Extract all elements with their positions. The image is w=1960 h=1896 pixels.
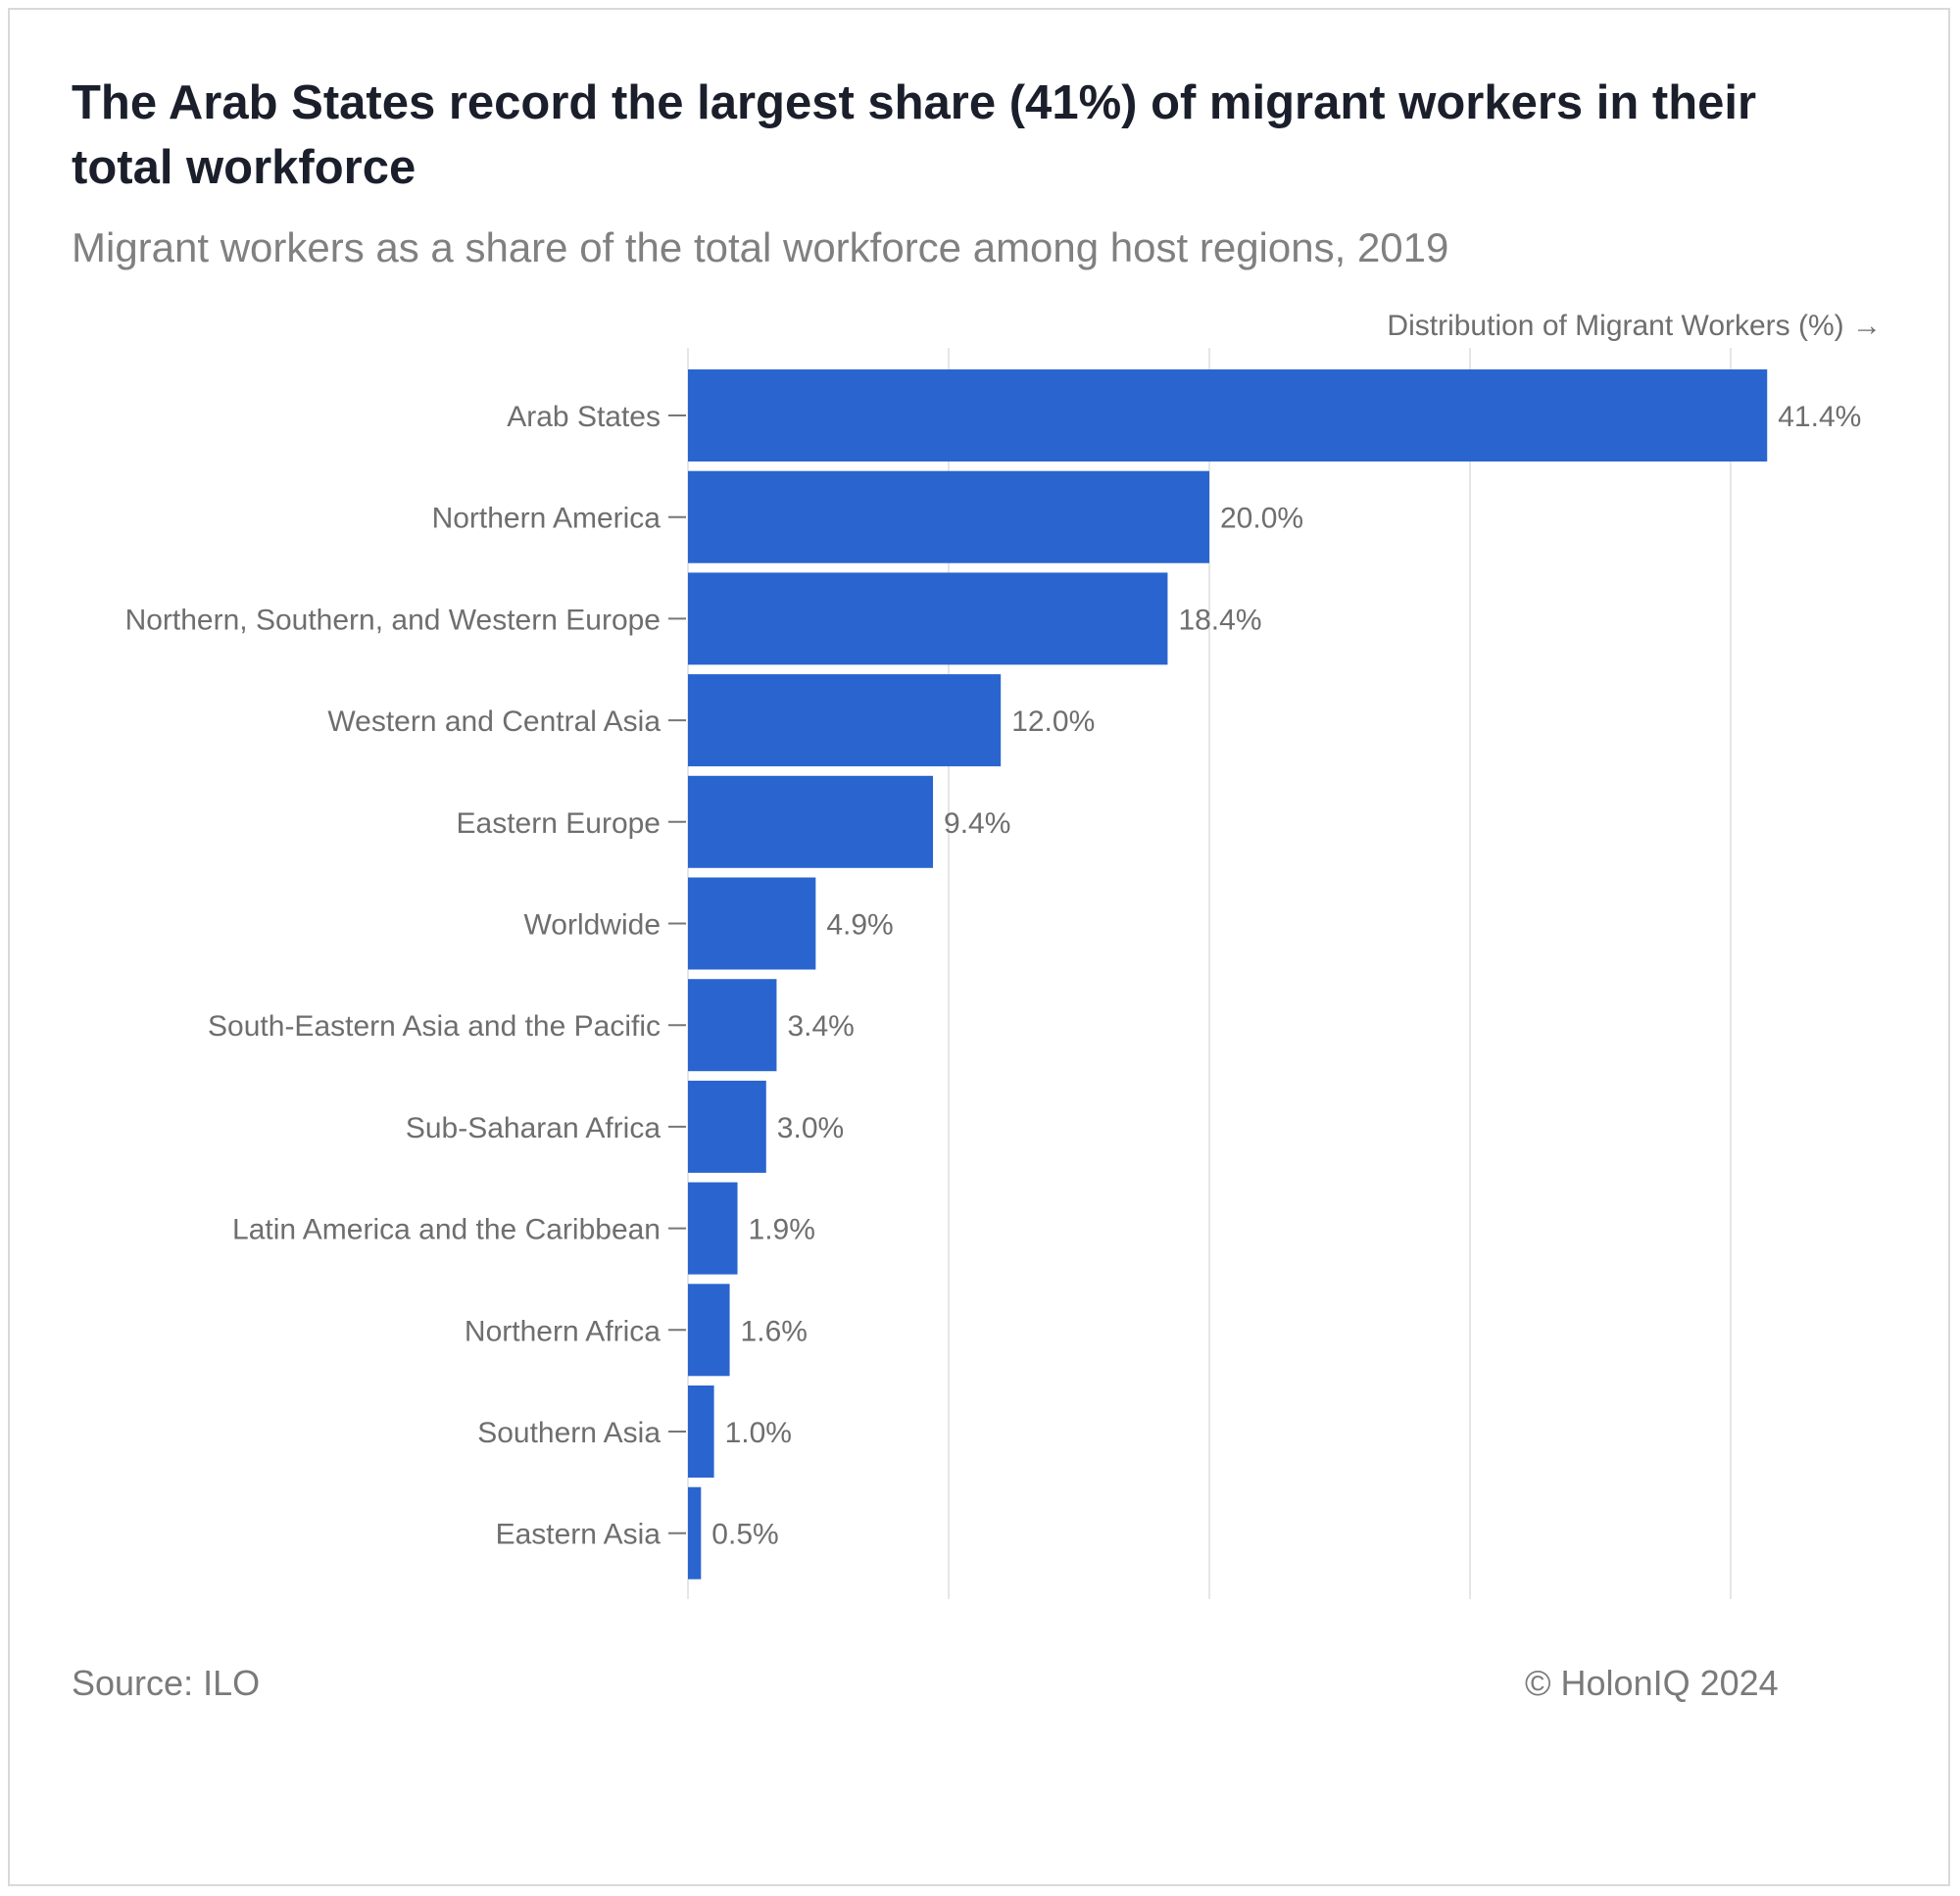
data-label: 1.0% bbox=[725, 1417, 792, 1449]
bar bbox=[688, 369, 1768, 462]
data-label: 3.4% bbox=[787, 1010, 854, 1043]
category-label: Southern Asia bbox=[477, 1417, 661, 1449]
chart-card bbox=[8, 8, 1950, 1886]
bar bbox=[688, 1182, 738, 1275]
bar bbox=[688, 877, 816, 970]
category-label: Latin America and the Caribbean bbox=[232, 1214, 661, 1246]
data-label: 18.4% bbox=[1178, 604, 1261, 636]
category-label: Western and Central Asia bbox=[327, 705, 661, 738]
category-label: Northern, Southern, and Western Europe bbox=[125, 604, 661, 636]
source-note: Source: ILO bbox=[72, 1663, 261, 1703]
category-label: Eastern Europe bbox=[457, 807, 661, 840]
category-label: Sub-Saharan Africa bbox=[406, 1112, 661, 1144]
category-label: South-Eastern Asia and the Pacific bbox=[208, 1010, 661, 1043]
copyright-credit: © HolonIQ 2024 bbox=[1525, 1663, 1779, 1703]
labels: Arab States 41.4% Northern America 20.0% Nor… bbox=[125, 401, 1862, 1551]
bar bbox=[688, 1080, 766, 1173]
data-label: 4.9% bbox=[826, 909, 893, 942]
category-label: Eastern Asia bbox=[496, 1519, 662, 1551]
bar bbox=[688, 572, 1168, 665]
category-label: Northern America bbox=[432, 503, 662, 535]
chart-subtitle: Migrant workers as a share of the total … bbox=[72, 224, 1449, 270]
x-axis-label: Distribution of Migrant Workers (%) → bbox=[1387, 310, 1882, 342]
category-label: Arab States bbox=[507, 401, 661, 433]
data-label: 1.6% bbox=[741, 1315, 808, 1347]
bars bbox=[688, 369, 1768, 1580]
category-label: Northern Africa bbox=[465, 1315, 661, 1347]
bar bbox=[688, 470, 1209, 563]
bar bbox=[688, 775, 934, 868]
chart-title: The Arab States record the largest share… bbox=[72, 76, 1757, 194]
data-label: 3.0% bbox=[777, 1112, 844, 1144]
data-label: 41.4% bbox=[1778, 401, 1861, 433]
data-label: 9.4% bbox=[944, 807, 1010, 840]
data-label: 0.5% bbox=[711, 1519, 778, 1551]
bar bbox=[688, 674, 1002, 767]
bar bbox=[688, 1284, 730, 1377]
data-label: 1.9% bbox=[749, 1214, 815, 1246]
data-label: 20.0% bbox=[1220, 503, 1303, 535]
category-label: Worldwide bbox=[524, 909, 662, 942]
data-label: 12.0% bbox=[1011, 705, 1095, 738]
bar bbox=[688, 979, 777, 1072]
bar bbox=[688, 1386, 714, 1478]
bar bbox=[688, 1486, 702, 1580]
